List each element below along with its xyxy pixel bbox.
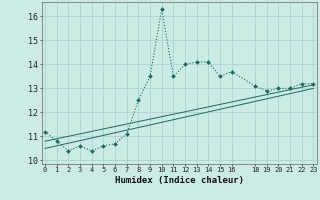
X-axis label: Humidex (Indice chaleur): Humidex (Indice chaleur): [115, 176, 244, 185]
